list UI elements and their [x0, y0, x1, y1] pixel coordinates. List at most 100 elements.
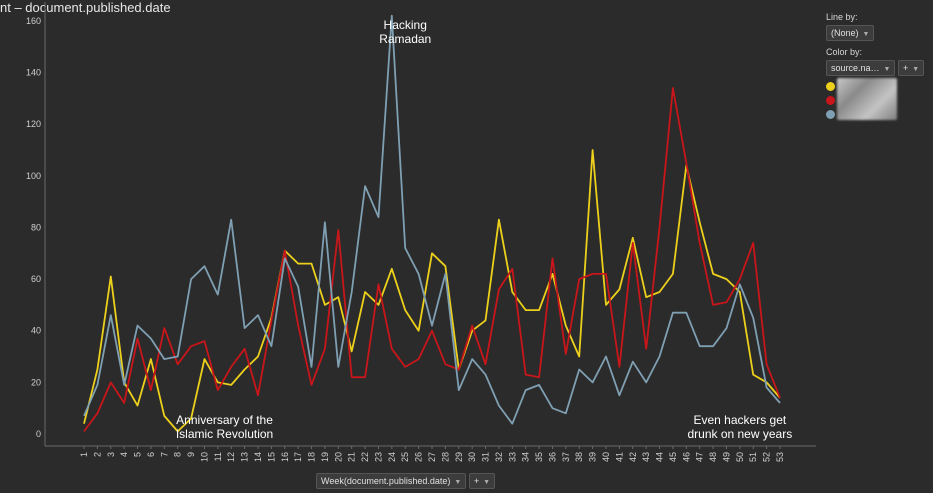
- annotation-text: Even hackers get: [693, 413, 786, 427]
- x-tick-label: 48: [708, 452, 718, 462]
- x-tick-label: 39: [588, 452, 598, 462]
- chart-title: nt – document.published.date: [0, 0, 171, 15]
- x-tick-label: 30: [467, 452, 477, 462]
- annotation-text: Anniversary of the: [176, 413, 273, 427]
- color-by-add-button[interactable]: + ▼: [897, 60, 925, 76]
- chevron-down-icon: ▼: [862, 31, 870, 38]
- x-tick-label: 27: [427, 452, 437, 462]
- line-by-dropdown[interactable]: (None) ▼: [826, 25, 875, 41]
- x-tick-label: 21: [347, 452, 357, 462]
- line-by-label: Line by:: [826, 12, 858, 22]
- x-tick-label: 25: [400, 452, 410, 462]
- y-tick-label: 120: [26, 119, 41, 129]
- x-tick-label: 10: [199, 452, 209, 462]
- y-tick-label: 160: [26, 16, 41, 26]
- x-tick-label: 24: [387, 452, 397, 462]
- x-tick-label: 11: [213, 452, 223, 461]
- x-tick-label: 19: [320, 452, 330, 462]
- x-tick-label: 44: [655, 452, 665, 462]
- color-by-value: source.na…: [831, 63, 880, 73]
- x-axis-add-button[interactable]: + ▼: [468, 473, 496, 489]
- x-tick-label: 34: [521, 452, 531, 462]
- x-axis-value: Week(document.published.date): [321, 476, 451, 486]
- x-tick-label: 43: [641, 452, 651, 462]
- x-tick-label: 36: [547, 452, 557, 462]
- line-by-value: (None): [831, 28, 859, 38]
- x-tick-label: 37: [561, 452, 571, 462]
- x-tick-label: 46: [681, 452, 691, 462]
- plus-icon: +: [902, 63, 909, 73]
- x-tick-label: 8: [173, 452, 183, 457]
- x-tick-label: 13: [240, 452, 250, 462]
- chevron-down-icon: ▼: [483, 479, 491, 486]
- y-tick-label: 0: [36, 429, 41, 439]
- x-tick-label: 7: [159, 452, 169, 457]
- x-tick-label: 1: [79, 452, 89, 457]
- chevron-down-icon: ▼: [883, 66, 891, 73]
- x-tick-label: 51: [748, 452, 758, 462]
- chevron-down-icon: ▼: [912, 66, 920, 73]
- x-tick-label: 40: [601, 452, 611, 462]
- x-tick-label: 4: [119, 452, 129, 457]
- series-lines: [83, 14, 781, 433]
- x-tick-label: 32: [494, 452, 504, 462]
- x-tick-label: 3: [106, 452, 116, 457]
- x-tick-label: 20: [333, 452, 343, 462]
- x-tick-label: 9: [186, 452, 196, 457]
- x-tick-label: 49: [721, 452, 731, 462]
- legend-dot-blue[interactable]: [826, 110, 835, 119]
- x-tick-label: 12: [226, 452, 236, 462]
- x-tick-label: 41: [614, 452, 624, 462]
- color-by-label: Color by:: [826, 47, 863, 57]
- x-tick-label: 22: [360, 452, 370, 462]
- annotation-text: drunk on new years: [687, 427, 792, 441]
- x-tick-label: 35: [534, 452, 544, 462]
- chevron-down-icon: ▼: [454, 479, 462, 486]
- color-by-dropdown[interactable]: source.na… ▼: [826, 60, 896, 76]
- y-tick-label: 20: [31, 377, 41, 387]
- x-tick-label: 50: [735, 452, 745, 462]
- x-tick-label: 16: [280, 452, 290, 462]
- x-tick-label: 29: [454, 452, 464, 462]
- x-tick-label: 18: [307, 452, 317, 462]
- legend: [826, 78, 926, 126]
- x-axis: 1 2 3 4 5 6 7 8 9 10 11 12 13 14 15 16 17 18 19 20 21 22 23 24 2…: [45, 445, 816, 462]
- chart-settings-panel: Line by: (None) ▼ Color by: source.na… ▼ +…: [826, 12, 926, 126]
- x-tick-label: 17: [293, 452, 303, 462]
- plus-icon: +: [473, 476, 480, 486]
- y-tick-label: 100: [26, 171, 41, 181]
- x-tick-label: 42: [628, 452, 638, 462]
- x-tick-label: 53: [775, 452, 785, 462]
- series-line-1[interactable]: [83, 149, 781, 433]
- annotation-text: Ramadan: [379, 32, 431, 46]
- series-line-3[interactable]: [83, 14, 781, 425]
- y-tick-label: 60: [31, 274, 41, 284]
- legend-labels-redacted: [837, 78, 897, 120]
- y-axis: 0 20 40 60 80 100 120 140 160: [26, 2, 46, 446]
- x-tick-label: 6: [146, 452, 156, 457]
- x-tick-label: 23: [373, 452, 383, 462]
- annotation-text: Islamic Revolution: [176, 427, 273, 441]
- legend-dot-red[interactable]: [826, 96, 835, 105]
- x-tick-label: 2: [92, 452, 102, 457]
- x-tick-label: 33: [507, 452, 517, 462]
- x-tick-label: 31: [481, 452, 491, 462]
- x-tick-label: 45: [668, 452, 678, 462]
- y-tick-label: 80: [31, 222, 41, 232]
- x-tick-label: 26: [414, 452, 424, 462]
- x-tick-label: 14: [253, 452, 263, 462]
- x-tick-label: 28: [440, 452, 450, 462]
- x-tick-label: 47: [695, 452, 705, 462]
- y-tick-label: 140: [26, 68, 41, 78]
- x-tick-label: 52: [762, 452, 772, 462]
- series-line-2[interactable]: [83, 87, 781, 432]
- x-tick-label: 38: [574, 452, 584, 462]
- x-tick-label: 5: [133, 452, 143, 457]
- y-tick-label: 40: [31, 326, 41, 336]
- x-axis-dropdown[interactable]: Week(document.published.date) ▼: [316, 473, 467, 489]
- x-axis-control: Week(document.published.date) ▼ + ▼: [316, 473, 496, 489]
- legend-dot-yellow[interactable]: [826, 82, 835, 91]
- annotation-text: Hacking: [384, 18, 427, 32]
